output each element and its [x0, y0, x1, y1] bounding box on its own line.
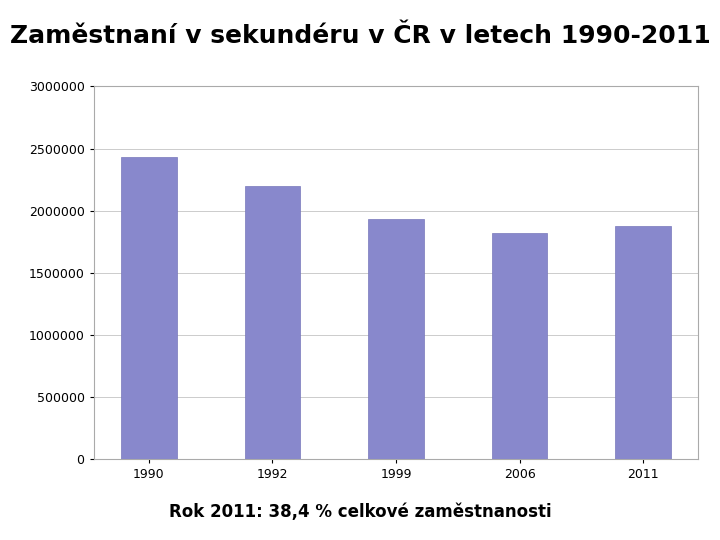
Text: Zaměstnaní v sekundéru v ČR v letech 1990-2011: Zaměstnaní v sekundéru v ČR v letech 199…	[9, 24, 711, 48]
Bar	[121, 157, 176, 459]
Bar	[245, 186, 300, 459]
Bar	[492, 233, 547, 459]
Text: Rok 2011: 38,4 % celkové zaměstnanosti: Rok 2011: 38,4 % celkové zaměstnanosti	[168, 503, 552, 521]
Bar	[368, 219, 424, 459]
Bar	[616, 226, 671, 459]
